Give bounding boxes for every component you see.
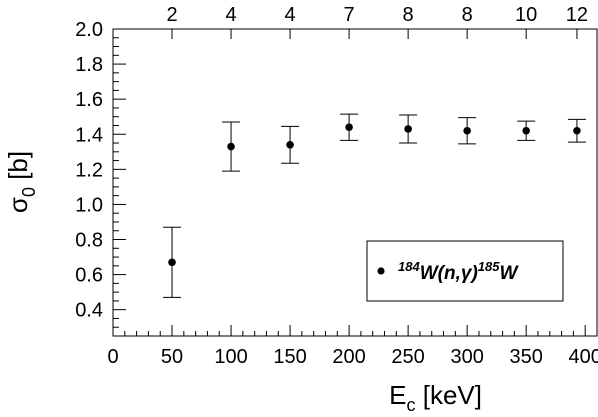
point-marker bbox=[463, 126, 471, 135]
y-tick-label: 0.4 bbox=[75, 300, 103, 322]
top-label: 8 bbox=[403, 4, 414, 26]
y-axis-title: σ0 [b] bbox=[3, 151, 39, 213]
top-label: 4 bbox=[285, 4, 296, 26]
y-axis-subscript: 0 bbox=[19, 187, 39, 197]
point-marker bbox=[404, 125, 412, 133]
legend-box bbox=[366, 240, 564, 302]
y-tick-label: 1.8 bbox=[75, 54, 103, 76]
point-marker bbox=[522, 126, 530, 135]
x-tick-label: 150 bbox=[273, 346, 306, 368]
data-point bbox=[567, 118, 586, 143]
legend-marker bbox=[377, 267, 385, 275]
legend-reaction-start: W(n, bbox=[420, 263, 461, 284]
data-point bbox=[399, 114, 418, 144]
x-tick-label: 400 bbox=[569, 346, 598, 368]
x-tick-label: 0 bbox=[107, 346, 118, 368]
plot-frame bbox=[112, 28, 598, 337]
y-tick-label: 1.0 bbox=[75, 194, 103, 216]
y-axis-unit: [b] bbox=[3, 151, 33, 187]
point-marker bbox=[168, 258, 176, 267]
data-point bbox=[458, 117, 477, 145]
legend-mass-number-1: 184 bbox=[398, 259, 420, 274]
x-axis-title: Ec [keV] bbox=[389, 380, 482, 415]
legend-reaction-end: ) bbox=[469, 263, 477, 284]
top-label: 4 bbox=[225, 4, 236, 26]
y-tick-label: 1.4 bbox=[75, 124, 103, 146]
legend-mass-number-2: 185 bbox=[478, 259, 500, 274]
data-point bbox=[281, 125, 300, 164]
y-axis-symbol: σ bbox=[3, 197, 33, 213]
top-label: 10 bbox=[515, 4, 537, 26]
legend: 184W(n,γ)185W bbox=[366, 240, 564, 302]
y-tick-label: 0.6 bbox=[75, 265, 103, 287]
y-tick-label: 0.8 bbox=[75, 230, 103, 252]
x-tick-label: 100 bbox=[214, 346, 247, 368]
point-marker bbox=[286, 140, 294, 149]
x-tick-label: 300 bbox=[450, 346, 483, 368]
x-tick-label: 250 bbox=[391, 346, 424, 368]
ticks-layer bbox=[112, 28, 586, 337]
y-tick-label: 2.0 bbox=[75, 19, 103, 41]
y-tick-label: 1.6 bbox=[75, 89, 103, 111]
point-marker bbox=[573, 126, 581, 135]
legend-gamma: γ bbox=[461, 263, 473, 284]
x-tick-label: 50 bbox=[161, 346, 183, 368]
point-marker bbox=[345, 123, 353, 132]
x-tick-label: 350 bbox=[509, 346, 542, 368]
top-label: 7 bbox=[344, 4, 355, 26]
top-label: 12 bbox=[566, 4, 588, 26]
point-marker bbox=[227, 142, 235, 151]
x-axis-symbol: E bbox=[389, 380, 406, 410]
y-tick-label: 1.2 bbox=[75, 159, 103, 181]
legend-product: W bbox=[499, 263, 519, 284]
tick-labels-layer: 0 50 100 150 200 250 300 350 400 0.4 0.6 0.8 1.0 1.2 1… bbox=[75, 4, 598, 368]
top-label: 8 bbox=[462, 4, 473, 26]
x-tick-label: 200 bbox=[332, 346, 365, 368]
data-point bbox=[163, 226, 182, 298]
top-label: 2 bbox=[166, 4, 177, 26]
data-point bbox=[222, 121, 241, 172]
x-axis-subscript: c bbox=[407, 395, 416, 415]
data-series bbox=[163, 113, 586, 298]
data-point bbox=[340, 113, 359, 141]
x-axis-unit: [keV] bbox=[416, 380, 482, 410]
legend-label: 184W(n,γ)185W bbox=[398, 259, 519, 284]
data-point bbox=[517, 120, 536, 141]
